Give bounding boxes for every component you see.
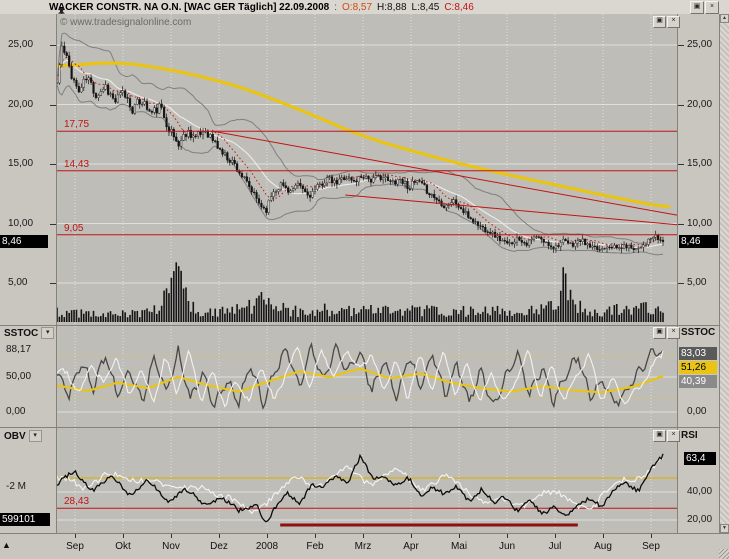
- time-axis-tick: [459, 534, 460, 538]
- time-axis-tick: [507, 534, 508, 538]
- last-price-box-right: 8,46: [679, 235, 718, 248]
- panel-divider: [0, 533, 729, 534]
- window-titlebar[interactable]: WACKER CONSTR. NA O.N. [WAC GER Täglich]…: [0, 0, 729, 19]
- time-axis-tick: [171, 534, 172, 538]
- ohlc-separator: :: [334, 1, 338, 13]
- time-axis-tick: [315, 534, 316, 538]
- time-axis-label: Nov: [162, 541, 180, 552]
- obv-chart-plot[interactable]: [57, 428, 677, 533]
- time-axis-label: Apr: [403, 541, 419, 552]
- axis-label: 20,00: [687, 99, 713, 110]
- vertical-scrollbar[interactable]: [720, 23, 729, 524]
- time-axis-label: Sep: [66, 541, 84, 552]
- axis-label: 25,00: [8, 39, 34, 50]
- low-value: L:8,45: [411, 1, 440, 13]
- time-axis-label: Sep: [642, 541, 660, 552]
- axis-tick: [678, 105, 684, 106]
- close-value: C:8,46: [444, 1, 474, 13]
- time-axis-tick: [219, 534, 220, 538]
- time-axis-label: Feb: [306, 541, 324, 552]
- obv-value-box: 599101: [0, 513, 50, 526]
- time-axis-corner-icon[interactable]: ▲: [2, 540, 11, 550]
- time-axis-label: 2008: [255, 541, 279, 552]
- time-axis-tick: [75, 534, 76, 538]
- axis-label: 25,00: [687, 39, 713, 50]
- axis-divider: [677, 14, 678, 533]
- sstoc-right-axis-title: SSTOC: [681, 327, 716, 338]
- window-title: WACKER CONSTR. NA O.N. [WAC GER Täglich]…: [49, 1, 330, 13]
- axis-tick: [678, 283, 684, 284]
- time-axis-tick: [363, 534, 364, 538]
- axis-label: 5,00: [687, 277, 707, 288]
- axis-label: 0,00: [687, 406, 707, 417]
- sstoc-value-box: 83,03: [679, 347, 717, 360]
- time-axis-tick: [267, 534, 268, 538]
- sstoc-panel-maximize-button[interactable]: ▣: [653, 327, 666, 339]
- axis-divider: [56, 14, 57, 533]
- time-axis-tick: [411, 534, 412, 538]
- axis-label: 88,17: [6, 344, 32, 355]
- time-axis-label: Okt: [115, 541, 131, 552]
- time-axis-label: Jun: [498, 541, 516, 552]
- time-axis-tick: [555, 534, 556, 538]
- time-axis-tick: [651, 534, 652, 538]
- obv-scale-label: -2 M: [6, 481, 26, 492]
- rsi-right-axis-title: RSI: [681, 430, 698, 441]
- axis-label: 50,00: [6, 371, 32, 382]
- copyright-watermark: © www.tradesignalonline.com: [60, 17, 192, 28]
- axis-label: 20,00: [687, 514, 713, 525]
- time-axis-label: Mai: [450, 541, 468, 552]
- time-axis-label: Aug: [594, 541, 612, 552]
- high-value: H:8,88: [377, 1, 407, 13]
- sstoc-chart-plot[interactable]: [57, 326, 677, 427]
- time-axis-label: Mrz: [354, 541, 372, 552]
- time-axis-label: Jul: [548, 541, 562, 552]
- axis-label: 10,00: [8, 218, 34, 229]
- axis-label: 0,00: [6, 406, 26, 417]
- rsi-value-box: 63,4: [684, 452, 716, 465]
- axis-label: 15,00: [687, 158, 713, 169]
- scrollbar-up-button[interactable]: ▲: [720, 14, 729, 23]
- axis-tick: [678, 164, 684, 165]
- last-price-box-left: 8,46: [0, 235, 48, 248]
- axis-label: 20,00: [8, 99, 34, 110]
- chevron-down-icon[interactable]: ▾: [28, 430, 42, 442]
- obv-panel-title[interactable]: OBV: [4, 430, 26, 442]
- scrollbar-divider: [719, 14, 720, 533]
- time-axis-tick: [123, 534, 124, 538]
- window-close-button[interactable]: ×: [705, 1, 719, 14]
- price-plot-background: [57, 14, 677, 325]
- scrollbar-down-button[interactable]: ▼: [720, 524, 729, 533]
- axis-label: 10,00: [687, 218, 713, 229]
- panel-divider[interactable]: [0, 427, 729, 428]
- axis-label: 40,00: [687, 486, 713, 497]
- sstoc-value-box: 40,39: [679, 375, 717, 388]
- price-chart-plot[interactable]: [57, 14, 677, 325]
- open-value: O:8,57: [342, 1, 373, 13]
- obv-panel-close-button[interactable]: ×: [667, 430, 680, 442]
- price-panel-maximize-button[interactable]: ▣: [653, 16, 666, 28]
- window-maximize-button[interactable]: ▣: [690, 1, 704, 14]
- axis-label: 15,00: [8, 158, 34, 169]
- axis-label: 5,00: [8, 277, 28, 288]
- axis-tick: [678, 224, 684, 225]
- sstoc-value-box: 51,26: [679, 361, 717, 374]
- chevron-down-icon[interactable]: ▾: [41, 327, 55, 339]
- time-axis-label: Dez: [210, 541, 228, 552]
- resize-grip[interactable]: [719, 549, 729, 559]
- time-axis-tick: [603, 534, 604, 538]
- sstoc-panel-close-button[interactable]: ×: [667, 327, 680, 339]
- axis-tick: [678, 45, 684, 46]
- time-axis: Sep Okt Nov Dez 2008 Feb Mrz Apr Mai Jun Jul Aug Sep: [0, 534, 729, 559]
- panel-divider[interactable]: [0, 325, 729, 326]
- price-panel-close-button[interactable]: ×: [667, 16, 680, 28]
- obv-panel-maximize-button[interactable]: ▣: [653, 430, 666, 442]
- sstoc-panel-title[interactable]: SSTOC: [4, 327, 39, 339]
